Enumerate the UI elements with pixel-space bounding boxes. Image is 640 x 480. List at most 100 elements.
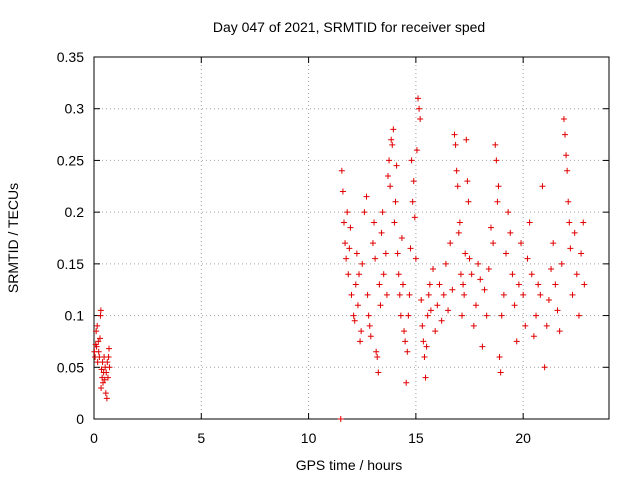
data-point <box>461 291 468 298</box>
axis-ticks <box>93 56 609 420</box>
data-point <box>475 260 482 267</box>
data-point <box>389 141 396 148</box>
x-axis-label: GPS time / hours <box>296 457 403 473</box>
data-point <box>345 271 352 278</box>
data-point <box>457 271 464 278</box>
data-point <box>366 322 373 329</box>
data-point <box>407 245 414 252</box>
data-point <box>377 302 384 309</box>
data-point <box>426 281 433 288</box>
data-point <box>545 297 552 304</box>
data-point <box>353 250 360 257</box>
data-point <box>97 307 104 314</box>
data-point <box>93 343 100 350</box>
data-point <box>104 374 111 381</box>
y-tick-label: 0.2 <box>65 204 85 220</box>
y-tick-label: 0.3 <box>65 101 85 117</box>
data-point <box>379 209 386 216</box>
data-point <box>104 359 111 366</box>
data-point <box>571 229 578 236</box>
data-point <box>402 338 409 345</box>
data-point <box>380 271 387 278</box>
data-point <box>509 271 516 278</box>
data-point <box>390 126 397 133</box>
data-point <box>578 250 585 257</box>
data-point <box>442 260 449 267</box>
chart-title: Day 047 of 2021, SRMTID for receiver spe… <box>213 19 485 35</box>
data-point <box>563 152 570 159</box>
data-point <box>410 178 417 185</box>
data-point <box>100 379 107 386</box>
data-point <box>382 250 389 257</box>
data-point <box>343 255 350 262</box>
data-point <box>537 291 544 298</box>
data-point <box>581 281 588 288</box>
grid <box>94 57 609 419</box>
data-point <box>347 224 354 231</box>
data-point <box>511 302 518 309</box>
data-point <box>500 291 507 298</box>
data-point <box>535 281 542 288</box>
data-point <box>105 353 112 360</box>
data-point <box>342 240 349 247</box>
data-point <box>350 312 357 319</box>
data-point <box>395 271 402 278</box>
data-point <box>421 353 428 360</box>
data-point <box>97 312 104 319</box>
data-point <box>393 162 400 169</box>
data-point <box>106 364 113 371</box>
data-point <box>503 250 509 257</box>
data-point <box>359 260 366 267</box>
data-point <box>417 116 424 123</box>
data-point <box>472 302 479 309</box>
data-point <box>94 322 101 329</box>
data-point <box>406 291 413 298</box>
data-point <box>412 255 419 262</box>
data-point <box>543 322 550 329</box>
data-point <box>371 219 378 226</box>
data-point <box>575 312 582 319</box>
data-point <box>373 348 380 355</box>
data-point <box>483 312 490 319</box>
data-point <box>515 281 522 288</box>
data-point <box>520 291 527 298</box>
y-tick-labels: 0 0.05 0.1 0.15 0.2 0.25 0.3 0.35 <box>57 49 84 427</box>
data-point <box>530 333 537 340</box>
data-point <box>580 219 587 226</box>
data-point <box>573 271 580 278</box>
data-point <box>103 369 110 376</box>
data-point <box>459 312 466 319</box>
data-point <box>513 338 520 345</box>
data-point <box>462 250 469 257</box>
data-point <box>409 198 416 205</box>
data-point <box>505 209 512 216</box>
data-point <box>378 229 385 236</box>
data-point <box>548 266 555 273</box>
data-point <box>468 271 475 278</box>
data-point <box>567 245 574 252</box>
data-point <box>386 157 393 164</box>
data-point <box>463 136 470 143</box>
data-point <box>493 157 500 164</box>
data-point <box>438 317 445 324</box>
data-point <box>496 353 503 360</box>
data-point <box>541 364 548 371</box>
data-point <box>497 369 504 376</box>
x-tick-label: 10 <box>301 430 317 446</box>
data-point <box>522 322 529 329</box>
data-point <box>456 219 463 226</box>
data-point <box>436 281 443 288</box>
data-point <box>495 183 502 190</box>
data-point <box>384 172 391 179</box>
data-points <box>91 95 588 422</box>
data-point <box>98 366 105 373</box>
data-point <box>95 348 102 355</box>
data-point <box>367 333 374 340</box>
data-point <box>434 302 441 309</box>
data-point <box>424 312 431 319</box>
data-point <box>445 307 452 314</box>
data-point <box>452 141 459 148</box>
data-point <box>477 276 484 283</box>
data-point <box>363 193 370 200</box>
data-point <box>351 317 358 324</box>
